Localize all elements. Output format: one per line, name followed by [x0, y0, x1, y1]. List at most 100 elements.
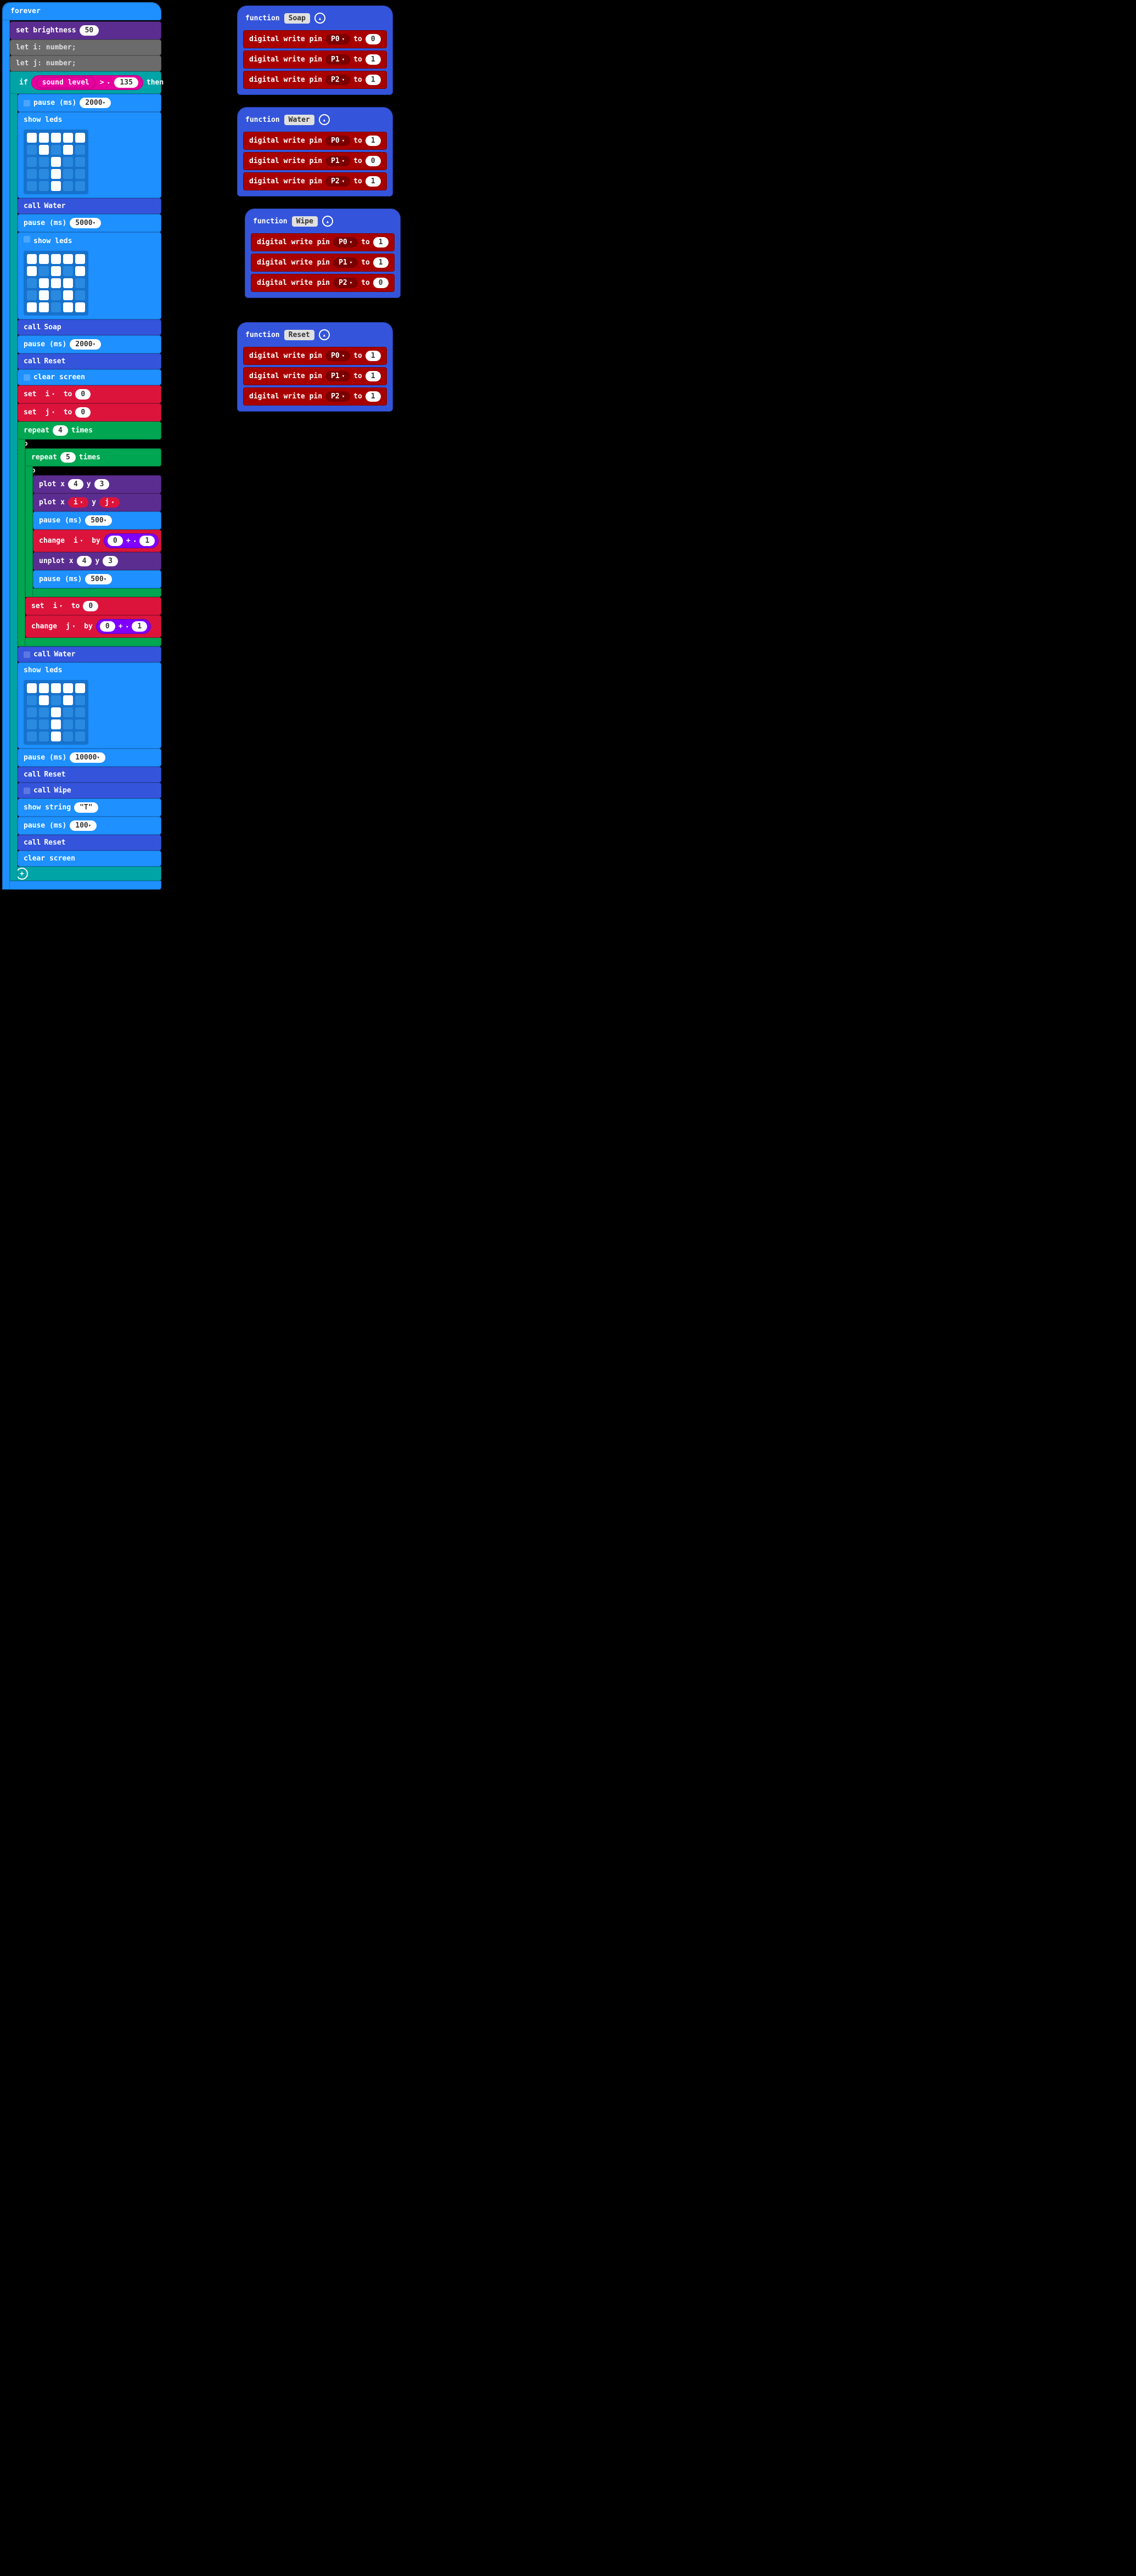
call-reset-block-3[interactable]: call Reset [18, 835, 161, 851]
led-cell[interactable] [63, 169, 73, 179]
var-i[interactable]: i [40, 389, 60, 400]
led-cell[interactable] [39, 278, 49, 288]
led-cell[interactable] [27, 290, 37, 300]
led-cell[interactable] [75, 683, 85, 693]
unplot-y-val[interactable]: 3 [103, 556, 118, 566]
led-cell[interactable] [39, 719, 49, 729]
pin-select[interactable]: P0 [325, 351, 350, 361]
led-cell[interactable] [27, 254, 37, 264]
digital-write-pin-block[interactable]: digital write pinP2to1 [243, 71, 387, 89]
led-cell[interactable] [51, 707, 61, 717]
led-cell[interactable] [39, 707, 49, 717]
let-j-block[interactable]: let j: number; [10, 55, 161, 71]
var-i[interactable]: i [68, 536, 88, 546]
repeat-outer-block[interactable]: repeat 4 times [18, 421, 161, 440]
function-water[interactable]: functionWaterdigital write pinP0to1digit… [237, 107, 393, 196]
led-cell[interactable] [63, 695, 73, 705]
pin-value[interactable]: 1 [365, 75, 381, 85]
led-cell[interactable] [75, 695, 85, 705]
led-cell[interactable] [75, 719, 85, 729]
clear-screen-block[interactable]: clear screen [18, 369, 161, 385]
pin-select[interactable]: P1 [325, 156, 350, 166]
function-name[interactable]: Soap [284, 13, 310, 24]
led-cell[interactable] [27, 145, 37, 155]
led-cell[interactable] [51, 683, 61, 693]
pin-value[interactable]: 1 [365, 371, 381, 381]
set-i-block-2[interactable]: set i to 0 [25, 597, 161, 615]
plot-ij-block[interactable]: plot x i y j [33, 493, 161, 511]
math-add[interactable]: 0 + 1 [104, 533, 159, 548]
digital-write-pin-block[interactable]: digital write pinP1to1 [243, 367, 387, 385]
led-cell[interactable] [27, 732, 37, 741]
forever-block[interactable]: forever [2, 2, 161, 20]
led-cell[interactable] [39, 683, 49, 693]
digital-write-pin-block[interactable]: digital write pinP1to1 [243, 50, 387, 69]
led-cell[interactable] [27, 707, 37, 717]
set-i-block[interactable]: set i to 0 [18, 385, 161, 403]
led-cell[interactable] [63, 707, 73, 717]
add-left[interactable]: 0 [100, 621, 115, 632]
pin-select[interactable]: P2 [333, 278, 358, 288]
if-block[interactable]: if sound level > 135 then [10, 71, 161, 94]
clear-screen-block-2[interactable]: clear screen [18, 851, 161, 867]
led-cell[interactable] [51, 732, 61, 741]
pause-block[interactable]: pause (ms) 100 [18, 817, 161, 835]
pin-value[interactable]: 1 [365, 54, 381, 65]
show-leds-block[interactable]: show leds [18, 232, 161, 319]
led-cell[interactable] [39, 732, 49, 741]
digital-write-pin-block[interactable]: digital write pinP2to1 [243, 172, 387, 190]
led-cell[interactable] [63, 157, 73, 167]
led-cell[interactable] [27, 695, 37, 705]
digital-write-pin-block[interactable]: digital write pinP0to1 [243, 347, 387, 365]
led-cell[interactable] [63, 290, 73, 300]
led-cell[interactable] [39, 695, 49, 705]
pause-block[interactable]: pause (ms) 500 [33, 511, 161, 530]
unplot-x-val[interactable]: 4 [77, 556, 92, 566]
repeat-count[interactable]: 5 [60, 452, 76, 463]
plus-op[interactable]: + [119, 622, 129, 631]
pin-select[interactable]: P0 [333, 237, 358, 248]
pause-block[interactable]: pause (ms) 500 [33, 570, 161, 588]
function-name[interactable]: Reset [284, 330, 314, 340]
led-grid-1[interactable] [24, 130, 88, 194]
led-cell[interactable] [63, 181, 73, 191]
pin-select[interactable]: P1 [333, 257, 358, 268]
led-cell[interactable] [63, 683, 73, 693]
sound-threshold[interactable]: 135 [114, 77, 138, 88]
call-reset-block-2[interactable]: call Reset [18, 767, 161, 783]
pause-value[interactable]: 2000 [80, 98, 111, 108]
led-grid-3[interactable] [24, 680, 88, 745]
digital-write-pin-block[interactable]: digital write pinP0to1 [251, 233, 395, 251]
plus-op[interactable]: + [126, 537, 137, 545]
pin-value[interactable]: 1 [365, 136, 381, 146]
collapse-icon[interactable] [314, 13, 325, 24]
pin-select[interactable]: P2 [325, 75, 350, 85]
led-cell[interactable] [51, 254, 61, 264]
pin-value[interactable]: 1 [365, 391, 381, 402]
led-cell[interactable] [27, 266, 37, 276]
add-right[interactable]: 1 [132, 621, 147, 632]
led-cell[interactable] [27, 181, 37, 191]
led-cell[interactable] [27, 302, 37, 312]
pause-value[interactable]: 5000 [70, 218, 101, 228]
pin-select[interactable]: P2 [325, 176, 350, 187]
call-soap-block[interactable]: call Soap [18, 319, 161, 335]
digital-write-pin-block[interactable]: digital write pinP2to0 [251, 274, 395, 292]
set-brightness-block[interactable]: set brightness 50 [10, 21, 161, 40]
value-zero[interactable]: 0 [75, 389, 91, 400]
pause-value[interactable]: 100 [70, 820, 97, 831]
add-left[interactable]: 0 [108, 536, 123, 546]
led-cell[interactable] [75, 707, 85, 717]
unplot-block[interactable]: unplot x 4 y 3 [33, 552, 161, 570]
led-cell[interactable] [75, 254, 85, 264]
pin-select[interactable]: P0 [325, 34, 350, 44]
function-name[interactable]: Water [284, 115, 314, 125]
digital-write-pin-block[interactable]: digital write pinP0to0 [243, 30, 387, 48]
led-cell[interactable] [51, 266, 61, 276]
led-cell[interactable] [27, 157, 37, 167]
pin-value[interactable]: 1 [365, 176, 381, 187]
led-cell[interactable] [63, 732, 73, 741]
pin-value[interactable]: 0 [373, 278, 389, 288]
collapse-icon[interactable] [322, 216, 333, 227]
led-cell[interactable] [39, 145, 49, 155]
